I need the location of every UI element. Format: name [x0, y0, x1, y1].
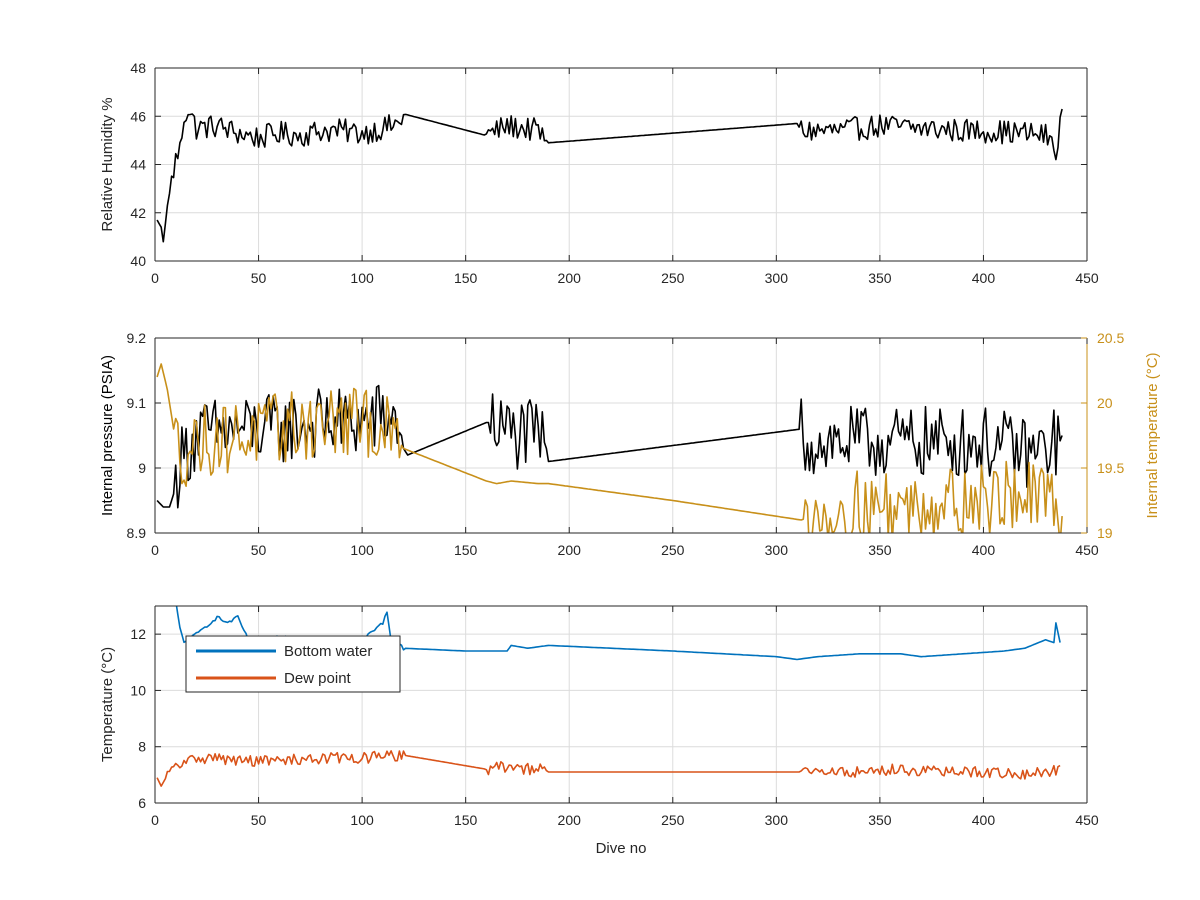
x-tick-label: 300 [765, 812, 789, 828]
y-tick-label: 8 [138, 739, 146, 755]
x-tick-label: 350 [868, 812, 892, 828]
x-tick-label: 150 [454, 812, 478, 828]
x-tick-label: 350 [868, 270, 892, 286]
x-tick-label: 450 [1075, 542, 1099, 558]
x-tick-label: 200 [558, 542, 582, 558]
y-axis-label: Relative Humidity % [99, 97, 116, 231]
x-tick-label: 400 [972, 270, 996, 286]
y-axis-label: Temperature (°C) [99, 647, 116, 762]
legend: Bottom water Dew point [185, 635, 401, 693]
legend-label: Dew point [284, 670, 352, 687]
y-tick-label: 9.1 [127, 395, 147, 411]
x-tick-label: 100 [350, 812, 374, 828]
x-tick-label: 450 [1075, 812, 1099, 828]
x-tick-label: 250 [661, 270, 685, 286]
x-axis-label: Dive no [596, 840, 647, 857]
x-tick-label: 100 [350, 270, 374, 286]
x-tick-label: 150 [454, 542, 478, 558]
x-tick-label: 50 [251, 542, 267, 558]
x-tick-label: 350 [868, 542, 892, 558]
x-tick-label: 200 [558, 270, 582, 286]
y-tick-label: 10 [130, 682, 146, 698]
y-tick-label: 8.9 [127, 525, 147, 541]
x-tick-label: 250 [661, 542, 685, 558]
series-line-dew-point [156, 750, 1061, 787]
pressure-temperature-panel: 0 50 100 150 200 250 300 350 400 450 8.9 9 9.1 9.2 19 1… [99, 330, 1161, 558]
y-tick-label: 9.2 [127, 330, 147, 346]
humidity-panel: 0 50 100 150 200 250 300 350 400 450 40 42 44 46 48 Rel… [99, 60, 1099, 286]
y-tick-label: 40 [130, 253, 146, 269]
plot-area [155, 338, 1087, 533]
x-tick-label: 0 [151, 270, 159, 286]
x-tick-label: 400 [972, 812, 996, 828]
x-tick-label: 300 [765, 542, 789, 558]
x-tick-label: 400 [972, 542, 996, 558]
y-tick-label: 42 [130, 205, 146, 221]
y-tick-label: 44 [130, 157, 146, 173]
x-tick-label: 50 [251, 270, 267, 286]
y-right-tick-label: 20 [1097, 395, 1113, 411]
x-tick-label: 250 [661, 812, 685, 828]
x-tick-label: 450 [1075, 270, 1099, 286]
y-tick-label: 9 [138, 460, 146, 476]
y-right-axis-label: Internal temperature (°C) [1144, 352, 1161, 518]
legend-box [185, 635, 401, 693]
y-tick-label: 12 [130, 626, 146, 642]
series-line-relative-humidity [156, 108, 1063, 243]
x-tick-label: 0 [151, 812, 159, 828]
y-tick-label: 48 [130, 60, 146, 76]
y-right-tick-label: 19.5 [1097, 460, 1124, 476]
series-group [156, 363, 1063, 533]
y-tick-label: 46 [130, 108, 146, 124]
temperature-panel: 0 50 100 150 200 250 300 350 400 450 6 8 10 12 Tempera… [99, 605, 1099, 857]
x-tick-label: 150 [454, 270, 478, 286]
legend-label: Bottom water [284, 643, 372, 660]
x-tick-label: 100 [350, 542, 374, 558]
y-axis-label: Internal pressure (PSIA) [99, 355, 116, 516]
y-right-tick-label: 19 [1097, 525, 1113, 541]
series-group [156, 108, 1063, 243]
x-tick-label: 300 [765, 270, 789, 286]
x-tick-label: 0 [151, 542, 159, 558]
x-tick-label: 200 [558, 812, 582, 828]
x-tick-label: 50 [251, 812, 267, 828]
y-tick-label: 6 [138, 795, 146, 811]
y-right-tick-label: 20.5 [1097, 330, 1124, 346]
series-line-internal-temperature [156, 363, 1063, 533]
